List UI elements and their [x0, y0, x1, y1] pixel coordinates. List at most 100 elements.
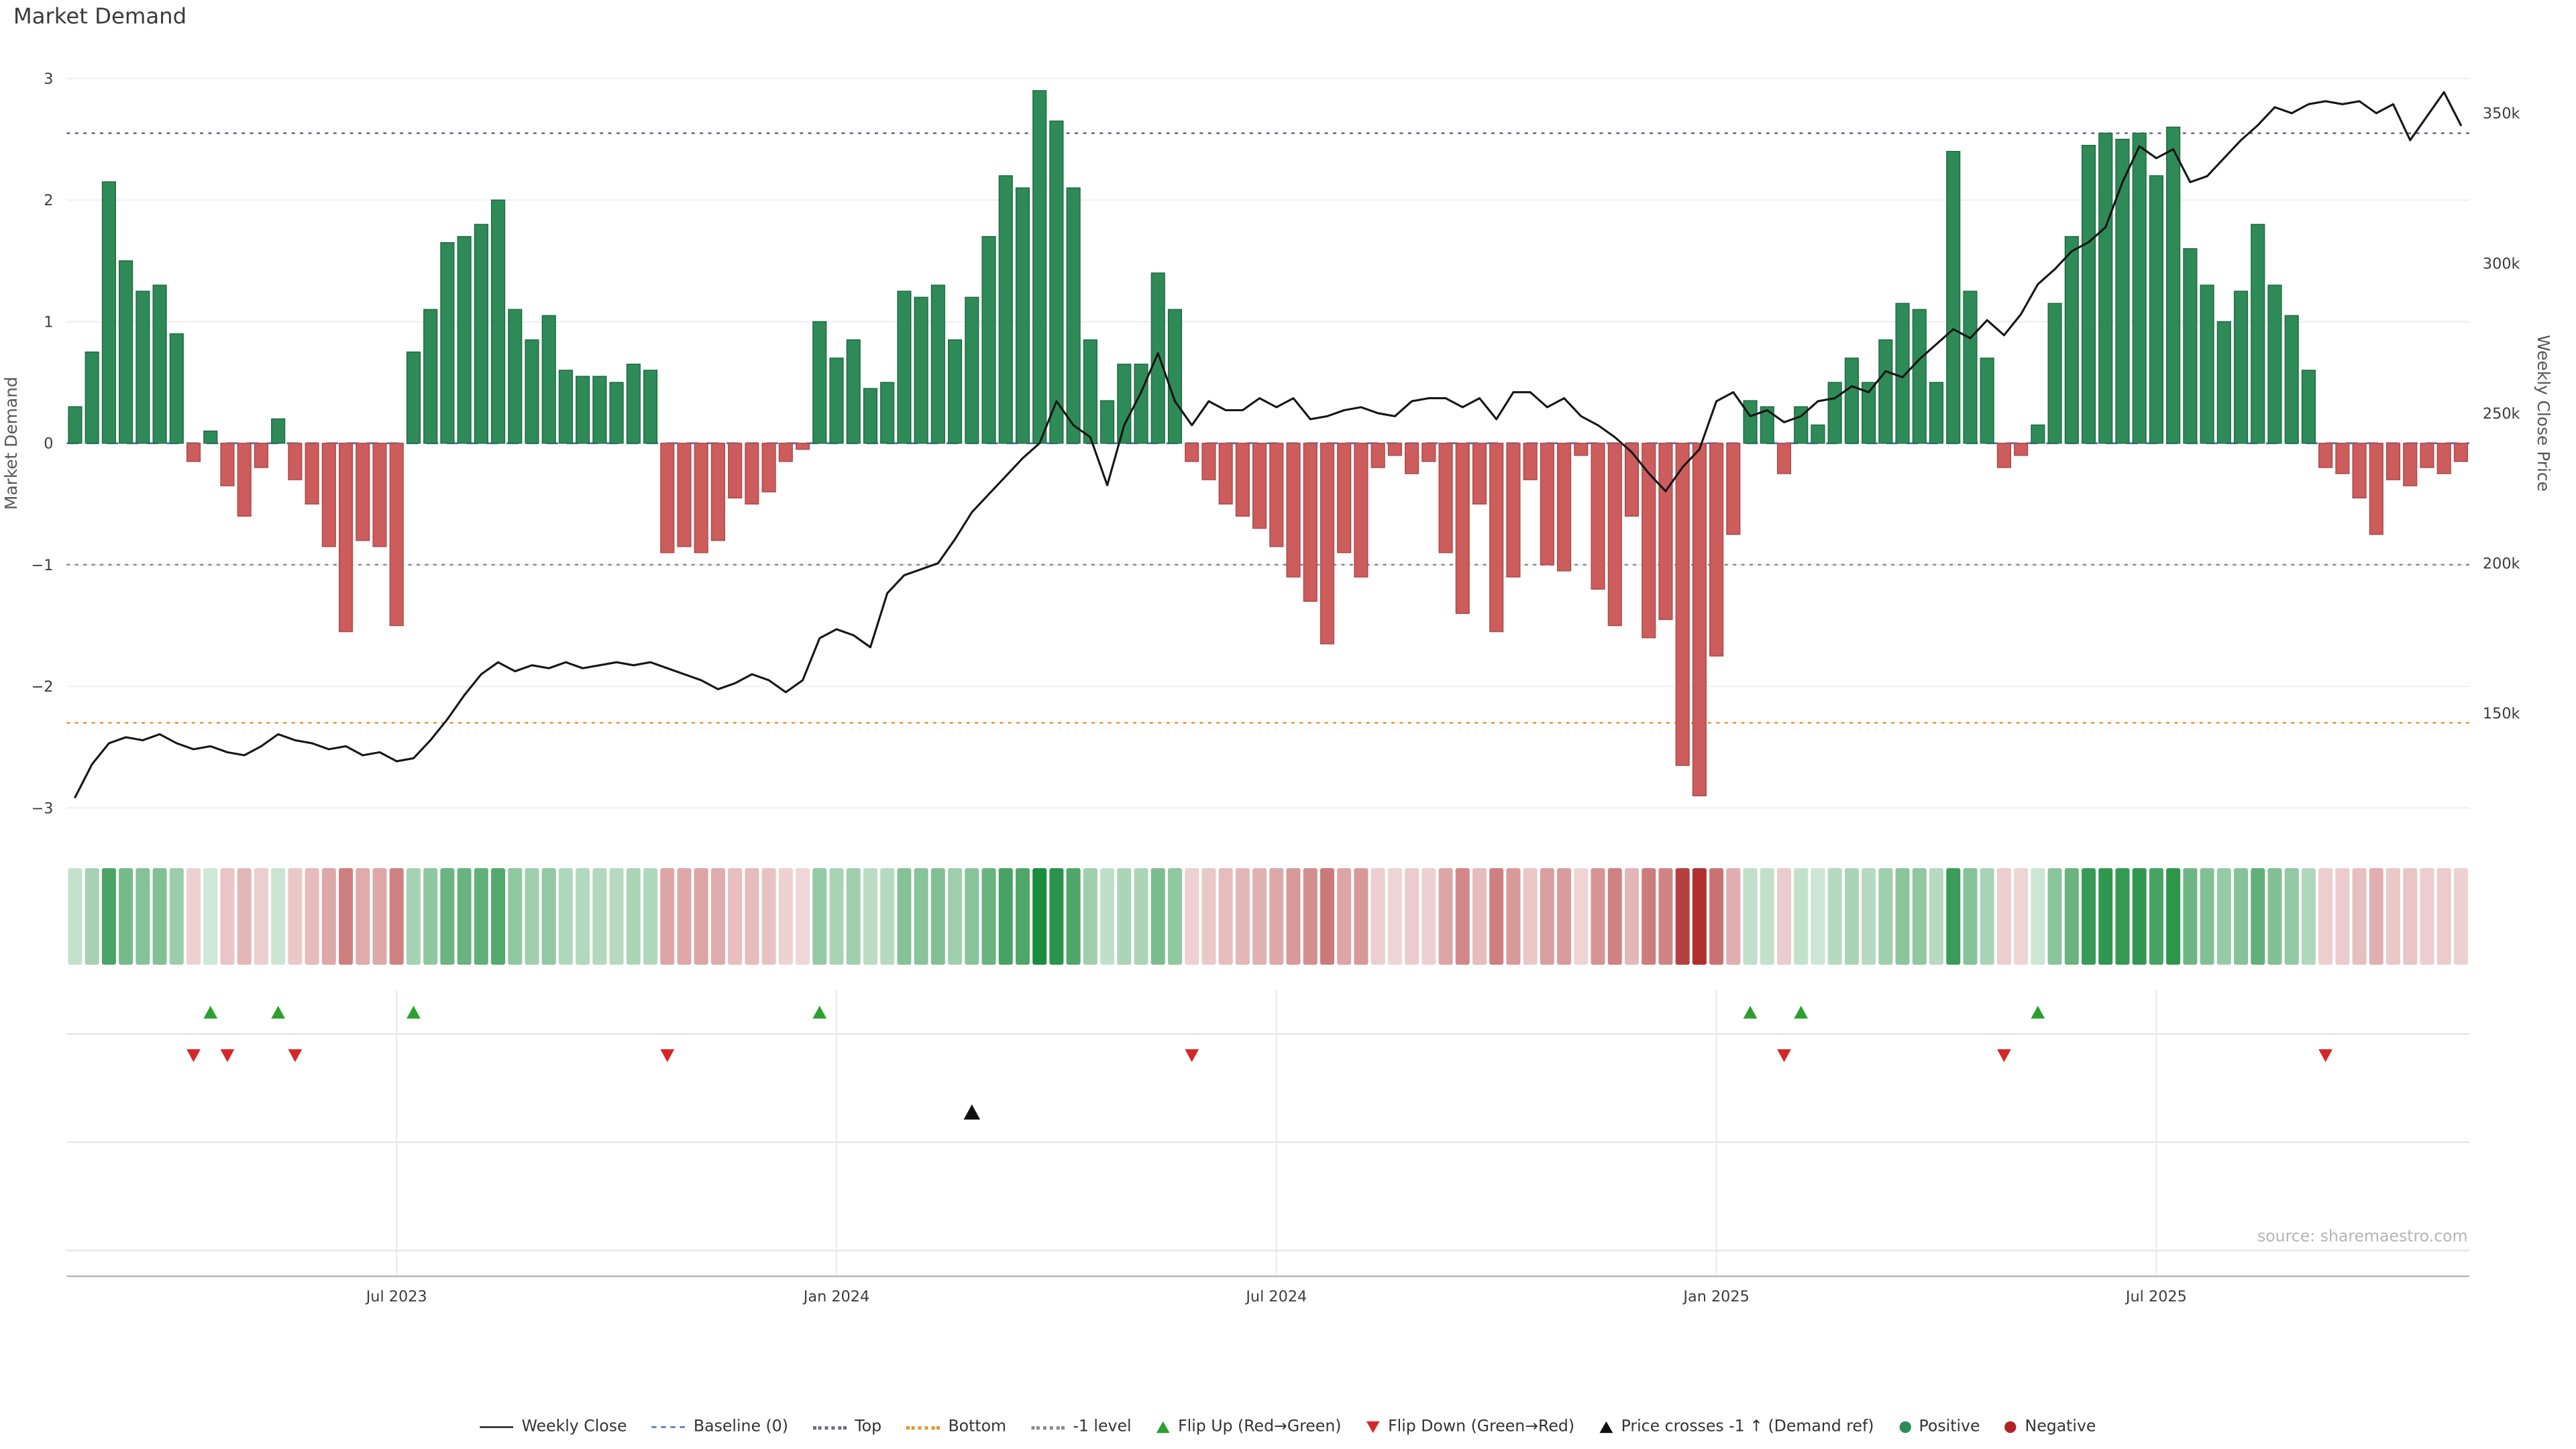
- heatmap-cell: [846, 868, 861, 965]
- flip-down-marker: [2318, 1049, 2333, 1063]
- heatmap-cell: [136, 868, 150, 965]
- legend-item-label: Top: [855, 1417, 882, 1437]
- x-tick-label: Jan 2025: [1682, 1288, 1749, 1305]
- demand-bar: [1269, 442, 1284, 547]
- flip-up-marker: [1743, 1006, 1758, 1019]
- demand-bar: [2436, 442, 2451, 474]
- demand-bar: [2453, 442, 2468, 462]
- demand-bar: [1438, 442, 1453, 553]
- demand-bar: [930, 284, 945, 444]
- heatmap-cell: [1743, 868, 1758, 965]
- heatmap-cell: [169, 868, 184, 965]
- demand-bar: [2166, 126, 2181, 444]
- demand-bar: [1303, 442, 1318, 602]
- heatmap-cell: [1218, 868, 1233, 965]
- heatmap-cell: [1489, 868, 1504, 965]
- demand-bar: [271, 418, 286, 444]
- heatmap-cell: [186, 868, 201, 965]
- heatmap-cell: [203, 868, 218, 965]
- heatmap-cell: [389, 868, 404, 965]
- demand-bar: [558, 370, 574, 444]
- demand-bar: [1607, 442, 1622, 627]
- heatmap-cell: [1387, 868, 1402, 965]
- heatmap-cell: [541, 868, 556, 965]
- legend-item-2: Top: [813, 1418, 881, 1436]
- source-watermark: source: sharemaestro.com: [2257, 1226, 2468, 1245]
- heatmap-cell: [863, 868, 877, 965]
- heatmap-cell: [880, 868, 895, 965]
- heatmap-cell: [305, 868, 319, 965]
- demand-bar: [423, 309, 438, 444]
- flip-down-marker: [660, 1049, 675, 1063]
- heatmap-cell: [406, 868, 421, 965]
- y-tick-label-right: 350k: [2483, 105, 2520, 123]
- demand-bar: [2267, 284, 2282, 444]
- demand-bar: [68, 406, 83, 444]
- demand-bar: [1150, 272, 1165, 444]
- heatmap-cell: [1895, 868, 1910, 965]
- demand-bar: [2047, 303, 2062, 444]
- demand-bar: [1980, 358, 1994, 444]
- demand-bar: [220, 442, 235, 486]
- demand-bar: [474, 223, 488, 444]
- legend-item-5: Flip Up (Red→Green): [1156, 1418, 1342, 1436]
- demand-bar: [1929, 382, 1944, 444]
- demand-bar: [508, 309, 523, 444]
- y-tick-label-left: 0: [44, 435, 53, 453]
- demand-bar: [2064, 235, 2079, 444]
- flip-down-marker: [186, 1049, 201, 1063]
- demand-bar: [490, 199, 506, 444]
- heatmap-cell: [457, 868, 472, 965]
- demand-bar: [1099, 400, 1115, 444]
- heatmap-cell: [1591, 868, 1605, 965]
- axis-ticks: 3 2 1 0 −1 −2 −3 350k 300k 250k 200k 150k Jul 2023 Ja…: [32, 70, 2520, 1305]
- legend-item-label: -1 level: [1073, 1417, 1132, 1437]
- demand-bar: [457, 235, 472, 444]
- heatmap-cell: [1252, 868, 1267, 965]
- heatmap-cell: [1726, 868, 1741, 965]
- demand-bar: [101, 181, 116, 444]
- heatmap-cell: [694, 868, 708, 965]
- heatmap-cell: [829, 868, 844, 965]
- demand-bar: [305, 442, 319, 505]
- demand-bar: [1421, 442, 1436, 462]
- heatmap-cell: [423, 868, 438, 965]
- demand-bar: [880, 382, 895, 444]
- heatmap-cell: [2132, 868, 2147, 965]
- demand-bar: [812, 321, 827, 444]
- demand-bar: [576, 376, 590, 444]
- heatmap-cell: [2267, 868, 2282, 965]
- heatmap-cell: [2301, 868, 2316, 965]
- heatmap-cell: [1946, 868, 1961, 965]
- heatmap-cell: [1557, 868, 1572, 965]
- demand-bar: [1743, 400, 1758, 444]
- demand-bar: [1405, 442, 1419, 474]
- demand-bar: [829, 358, 844, 444]
- heatmap-cell: [1607, 868, 1622, 965]
- x-tick-label: Jul 2023: [365, 1288, 427, 1305]
- heatmap-cell: [2183, 868, 2198, 965]
- heatmap-cell: [998, 868, 1013, 965]
- heatmap-cell: [812, 868, 827, 965]
- market-demand-chart: Market Demand Weekly Close Price source:…: [1, 70, 2553, 1305]
- heatmap-cell: [2098, 868, 2113, 965]
- heatmap-cell: [1472, 868, 1487, 965]
- y-tick-label-left: −2: [32, 678, 54, 696]
- heatmap-cell: [1912, 868, 1927, 965]
- legend-item-1: Baseline (0): [651, 1418, 788, 1436]
- demand-bar: [1811, 424, 1825, 444]
- demand-bar: [389, 442, 404, 627]
- heatmap-cell: [1117, 868, 1132, 965]
- heatmap-cell: [1827, 868, 1842, 965]
- demand-bar: [2403, 442, 2418, 486]
- heatmap-cell: [914, 868, 928, 965]
- heatmap-cell: [1269, 868, 1284, 965]
- y-tick-label-left: 1: [44, 313, 53, 331]
- flip-up-marker: [1794, 1006, 1809, 1019]
- tri-up-swatch-icon: [1599, 1421, 1613, 1434]
- demand-bar: [1624, 442, 1640, 517]
- demand-bar: [778, 442, 793, 462]
- heatmap-cell: [271, 868, 286, 965]
- heatmap-cell: [2082, 868, 2096, 965]
- legend-item-label: Positive: [1919, 1417, 1980, 1437]
